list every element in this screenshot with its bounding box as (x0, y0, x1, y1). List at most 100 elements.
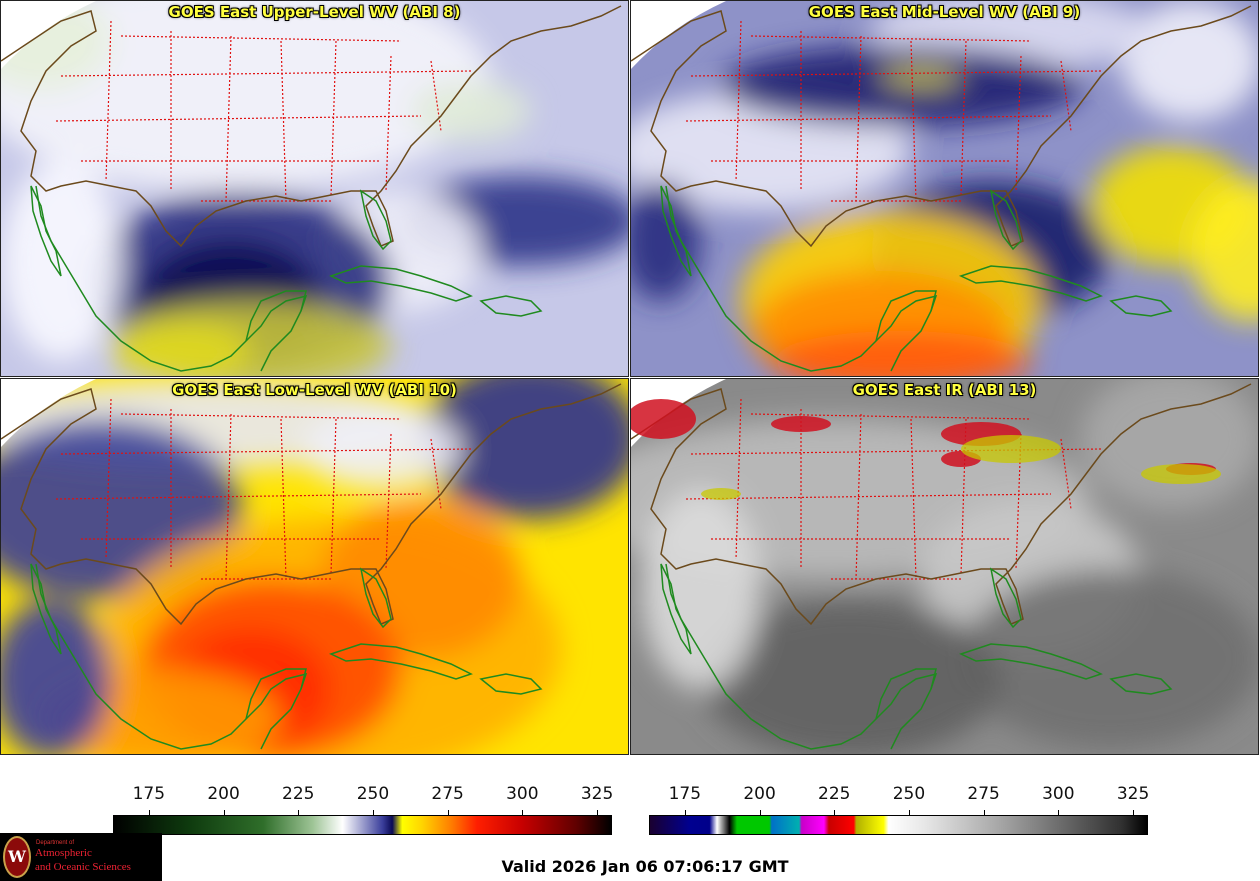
cloud-top (1141, 464, 1221, 484)
colorbar-tick-label: 175 (668, 784, 702, 804)
cloud-feature (1, 1, 491, 191)
map-mid-level-wv (631, 1, 1258, 376)
panel-title: GOES East Low-Level WV (ABI 10) (172, 381, 457, 399)
cloud-feature (721, 46, 1081, 126)
cloud-feature (771, 331, 1031, 376)
colorbar-tick-mark (759, 810, 761, 815)
panel-title: GOES East Mid-Level WV (ABI 9) (808, 3, 1081, 21)
colorbar-tick-label: 325 (580, 784, 614, 804)
coastline (328, 643, 473, 680)
cloud-feature (1, 599, 111, 754)
logo-oceanic: and Oceanic Sciences (35, 861, 131, 873)
colorbar-tick-mark (522, 810, 524, 815)
space-corner (631, 379, 726, 447)
us-coastline (1, 5, 622, 248)
panel-ir: GOES East IR (ABI 13) (630, 378, 1259, 755)
colorbar-tick-mark (1058, 810, 1060, 815)
cloud-feature (301, 409, 461, 489)
panel-title: GOES East Upper-Level WV (ABI 8) (168, 3, 461, 21)
cloud-feature (1, 161, 121, 361)
coastline (359, 189, 392, 251)
cloud-top (961, 435, 1061, 463)
coastline (660, 563, 692, 655)
cold-cloud-top (771, 416, 831, 432)
coastline (958, 265, 1103, 302)
colorbar-tick-label: 325 (1116, 784, 1150, 804)
coastline (328, 265, 473, 302)
valid-time: Valid 2026 Jan 06 07:06:17 GMT (501, 857, 789, 876)
cold-cloud-top (631, 399, 696, 439)
colorbar-tick-mark (908, 810, 910, 815)
coastline (245, 668, 307, 720)
coastline (958, 643, 1103, 680)
cloud-feature (411, 81, 531, 141)
map-low-level-wv (1, 379, 628, 754)
coastline (30, 563, 62, 655)
cloud-feature (701, 599, 1001, 754)
imagery-field (631, 1, 1258, 376)
cloud-feature (961, 569, 1258, 749)
coastline (359, 567, 392, 629)
coastline (479, 295, 543, 317)
aos-logo: W Department of Atmospheric and Oceanic … (0, 833, 162, 881)
coastline (479, 673, 543, 695)
coastline (1109, 673, 1173, 695)
colorbar-tick-mark (983, 810, 985, 815)
colorbar-tick-label: 175 (132, 784, 166, 804)
colorbar-tick-mark (597, 810, 599, 815)
cloud-feature (631, 181, 701, 301)
coastline (989, 189, 1022, 251)
space-corner (631, 1, 726, 69)
cloud-feature (881, 66, 961, 86)
cloud-feature (1121, 1, 1258, 121)
colorbar-tick-label: 250 (356, 784, 390, 804)
coastline (875, 290, 937, 342)
coastline (245, 290, 307, 342)
state-borders (55, 398, 472, 580)
map-ir (631, 379, 1258, 754)
uw-seal-icon: W (3, 836, 31, 878)
colorbar-ir (649, 815, 1148, 835)
colorbar-tick-label: 300 (1042, 784, 1075, 804)
map-upper-level-wv (1, 1, 628, 376)
colorbar-tick-mark (447, 810, 449, 815)
logo-department: Department of (36, 840, 75, 846)
colorbar-tick-label: 275 (431, 784, 464, 804)
colorbar-tick-mark (148, 810, 150, 815)
colorbar-tick-label: 200 (743, 784, 776, 804)
panel-title: GOES East IR (ABI 13) (852, 381, 1037, 399)
panel-upper-level-wv: GOES East Upper-Level WV (ABI 8) (0, 0, 629, 377)
colorbar-wv (113, 815, 612, 835)
colorbar-tick-mark (1133, 810, 1135, 815)
state-borders (685, 20, 1102, 202)
colorbar-tick-mark (372, 810, 374, 815)
us-coastline (1, 383, 622, 626)
panel-mid-level-wv: GOES East Mid-Level WV (ABI 9) (630, 0, 1259, 377)
space-corner (1, 379, 96, 447)
colorbar-tick-label: 225 (818, 784, 851, 804)
coastline (989, 567, 1022, 629)
colorbar-tick-label: 275 (967, 784, 1000, 804)
us-coastline (631, 5, 1252, 248)
colorbar-tick-mark (684, 810, 686, 815)
panel-low-level-wv: GOES East Low-Level WV (ABI 10) (0, 378, 629, 755)
colorbar-tick-mark (834, 810, 836, 815)
logo-atmospheric: Atmospheric (35, 847, 92, 859)
colorbar-tick-label: 200 (207, 784, 240, 804)
colorbar-tick-label: 300 (506, 784, 539, 804)
space-corner (1, 1, 96, 69)
cloud-feature (1191, 181, 1258, 321)
colorbar-tick-label: 250 (892, 784, 926, 804)
colorbar-tick-label: 225 (282, 784, 315, 804)
coastline (875, 668, 937, 720)
us-coastline (631, 383, 1252, 626)
cloud-feature (111, 321, 251, 376)
colorbar-tick-mark (223, 810, 225, 815)
cloud-feature (421, 379, 628, 519)
colorbar-tick-mark (298, 810, 300, 815)
state-borders (55, 20, 472, 202)
coastline (1109, 295, 1173, 317)
coastline (30, 185, 62, 277)
coastline (660, 185, 692, 277)
cloud-top (701, 488, 741, 500)
